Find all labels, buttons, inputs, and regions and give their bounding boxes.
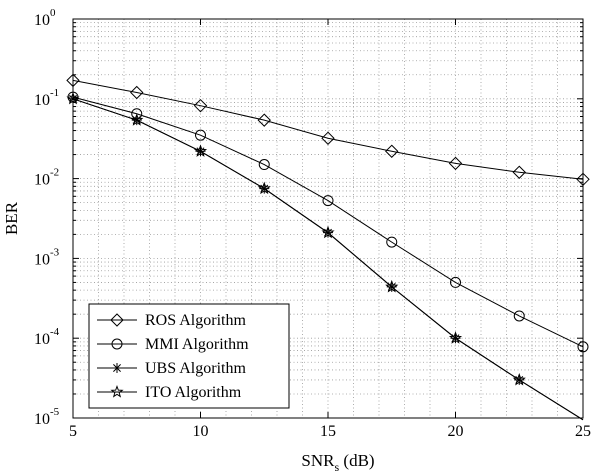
- data-point: [385, 144, 399, 158]
- data-point: [130, 85, 144, 100]
- x-axis-title-main: SNR: [301, 451, 335, 470]
- legend-item: ITO Algorithm: [97, 384, 242, 401]
- series-star: [66, 91, 584, 421]
- legend-item: ROS Algorithm: [97, 312, 246, 329]
- data-point: [195, 129, 206, 141]
- data-point: [512, 165, 526, 179]
- data-point: [258, 159, 270, 171]
- legend: ROS Algorithm MMI Algorithm UBS Algorithm I…: [88, 303, 290, 409]
- x-tick-label: 5: [69, 423, 77, 440]
- tick-marks: [72, 18, 584, 419]
- data-point: [385, 279, 399, 293]
- legend-marker: [110, 385, 124, 398]
- data-point: [513, 310, 525, 322]
- y-tick-label: 100: [34, 7, 56, 29]
- data-point: [322, 195, 334, 207]
- legend-label: UBS Algorithm: [145, 360, 246, 377]
- legend-marker: [111, 338, 123, 350]
- data-point: [321, 131, 335, 145]
- series-line: [72, 98, 584, 421]
- series-layer: [66, 73, 590, 421]
- x-tick-label: 10: [193, 423, 209, 440]
- y-tick-labels: 100 10-1 10-2 10-3 10-4 10-5: [34, 7, 60, 428]
- legend-label: ROS Algorithm: [145, 312, 246, 329]
- legend-marker: [110, 313, 124, 327]
- data-point: [450, 276, 461, 288]
- legend-item: MMI Algorithm: [97, 336, 249, 353]
- data-point: [448, 156, 463, 171]
- data-point: [386, 236, 398, 248]
- y-axis-title: BER: [2, 201, 21, 235]
- legend-label: MMI Algorithm: [145, 336, 249, 353]
- series-diamond: [66, 73, 590, 187]
- data-point: [193, 98, 208, 113]
- y-tick-label: 10-1: [34, 87, 59, 109]
- series-line: [72, 79, 584, 180]
- x-tick-label: 25: [575, 423, 591, 440]
- series-line: [72, 96, 584, 348]
- x-tick-label: 20: [448, 423, 464, 440]
- y-tick-label: 10-2: [34, 167, 59, 189]
- legend-label: ITO Algorithm: [145, 384, 242, 401]
- x-axis-title-subscript: s: [334, 460, 339, 472]
- x-tick-label: 15: [320, 423, 336, 440]
- x-axis-title-suffix: (dB): [339, 451, 374, 470]
- y-tick-label: 10-3: [34, 246, 60, 268]
- data-point: [257, 181, 271, 195]
- data-point: [321, 225, 335, 239]
- x-tick-labels: 5 10 15 20 25: [69, 423, 591, 440]
- y-tick-label: 10-4: [34, 326, 60, 348]
- x-axis-title: SNRs (dB): [301, 451, 374, 472]
- data-point: [193, 144, 208, 157]
- data-point: [512, 372, 526, 386]
- y-tick-label: 10-5: [34, 406, 60, 428]
- data-point: [448, 331, 463, 344]
- data-point: [257, 113, 271, 127]
- legend-item: UBS Algorithm: [97, 360, 246, 377]
- data-point: [130, 113, 144, 126]
- legend-marker: [112, 363, 122, 373]
